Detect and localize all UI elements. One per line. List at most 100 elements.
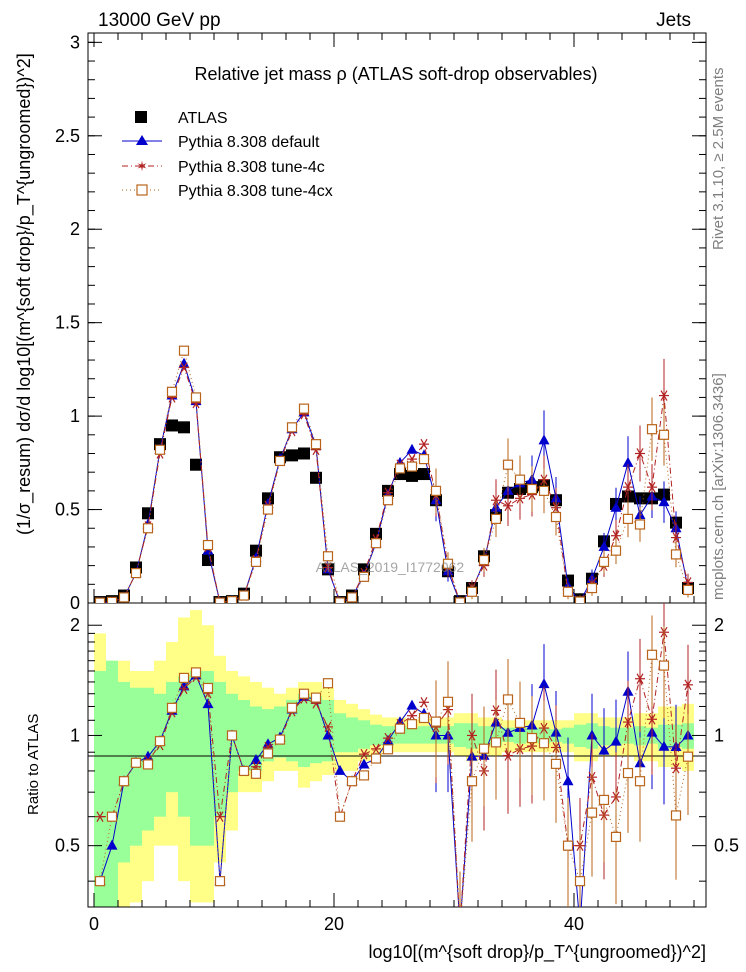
watermark-label: ATLAS_2019_I1772062 <box>316 559 465 575</box>
stat-band-bin <box>250 706 262 771</box>
data-point-pythia-8-308-tune-4c <box>492 494 500 506</box>
ratio-point-pythia-8-308-tune-4cx <box>166 702 178 713</box>
stat-band-bin <box>574 724 586 747</box>
ratio-point-pythia-8-308-tune-4c <box>384 732 392 744</box>
ratio-point-pythia-8-308-tune-4cx <box>538 738 550 749</box>
stat-band-bin <box>562 727 574 744</box>
stat-band-bin <box>166 681 178 793</box>
data-point-atlas <box>286 449 298 462</box>
data-point-pythia-8-308-tune-4cx <box>298 403 310 414</box>
stat-band-bin <box>346 717 358 753</box>
ratio-y-tick-label-right: 2 <box>714 615 724 635</box>
stat-band-bin <box>406 727 418 744</box>
ratio-point-pythia-8-308-tune-4cx <box>250 768 262 779</box>
rivet-version-label: Rivet 3.1.10, ≥ 2.5M events <box>710 68 727 251</box>
stat-band-bin <box>226 693 238 793</box>
ratio-point-pythia-8-308-default <box>322 729 334 740</box>
data-point-pythia-8-308-tune-4c <box>420 438 428 450</box>
data-point-pythia-8-308-tune-4cx <box>454 597 466 603</box>
data-point-pythia-8-308-tune-4c <box>648 481 656 493</box>
ratio-point-pythia-8-308-tune-4cx <box>226 730 238 741</box>
ratio-point-pythia-8-308-tune-4c <box>324 721 332 733</box>
data-point-atlas <box>298 447 310 460</box>
data-point-pythia-8-308-tune-4cx <box>502 459 514 470</box>
data-point-atlas <box>142 507 154 520</box>
ratio-point-pythia-8-308-tune-4cx <box>466 776 478 787</box>
ratio-point-pythia-8-308-default <box>142 750 154 761</box>
stat-band-bin <box>178 676 190 817</box>
ratio-point-pythia-8-308-tune-4cx <box>310 692 322 703</box>
ratio-point-pythia-8-308-default <box>202 698 214 709</box>
ratio-point-pythia-8-308-tune-4cx <box>94 876 106 887</box>
ratio-point-pythia-8-308-tune-4cx <box>190 667 202 678</box>
data-point-pythia-8-308-tune-4cx <box>646 424 658 435</box>
ratio-point-pythia-8-308-tune-4cx <box>298 688 310 699</box>
ratio-point-pythia-8-308-default <box>455 921 466 931</box>
ratio-point-pythia-8-308-tune-4cx <box>322 678 334 689</box>
data-point-pythia-8-308-tune-4c <box>636 448 644 459</box>
data-point-pythia-8-308-tune-4cx <box>250 556 262 567</box>
main-y-tick-label: 3 <box>70 32 80 52</box>
data-point-pythia-8-308-tune-4cx <box>514 474 526 485</box>
data-point-pythia-8-308-tune-4cx <box>382 495 394 506</box>
plot-title: Relative jet mass ρ (ATLAS soft-drop obs… <box>194 64 597 84</box>
ratio-point-pythia-8-308-default <box>562 775 574 786</box>
stat-band-bin <box>454 723 466 747</box>
main-y-tick-label: 0.5 <box>55 500 80 520</box>
legend-label-atlas: ATLAS <box>178 110 228 127</box>
data-point-pythia-8-308-tune-4cx <box>418 453 430 465</box>
ratio-point-pythia-8-308-tune-4cx <box>550 758 562 769</box>
ratio-point-pythia-8-308-tune-4c <box>420 696 428 708</box>
legend-marker-tune4cx <box>136 184 148 196</box>
ratio-point-pythia-8-308-tune-4cx <box>430 716 442 727</box>
ratio-point-pythia-8-308-tune-4cx <box>106 811 118 822</box>
data-point-pythia-8-308-default <box>538 434 550 445</box>
data-point-pythia-8-308-tune-4cx <box>442 558 454 569</box>
data-point-pythia-8-308-tune-4cx <box>526 483 538 495</box>
data-point-pythia-8-308-tune-4cx <box>358 571 370 582</box>
stat-band-bin <box>418 726 430 744</box>
data-point-pythia-8-308-tune-4c <box>624 481 632 493</box>
data-point-pythia-8-308-tune-4cx <box>94 597 106 603</box>
ratio-point-pythia-8-308-tune-4cx <box>262 748 274 759</box>
data-point-pythia-8-308-default <box>178 357 190 368</box>
ratio-point-pythia-8-308-tune-4cx <box>334 811 346 822</box>
main-y-tick-label: 1.5 <box>55 313 80 333</box>
data-point-pythia-8-308-tune-4cx <box>622 513 634 525</box>
ratio-point-pythia-8-308-tune-4cx <box>562 840 574 851</box>
ratio-point-pythia-8-308-tune-4cx <box>598 794 610 806</box>
stat-band-bin <box>238 699 250 771</box>
ratio-point-pythia-8-308-tune-4cx <box>130 757 142 768</box>
data-point-pythia-8-308-tune-4cx <box>682 584 694 596</box>
ratio-point-pythia-8-308-tune-4c <box>457 922 463 932</box>
ratio-point-pythia-8-308-tune-4cx <box>634 776 646 787</box>
ratio-point-pythia-8-308-tune-4c <box>216 811 224 822</box>
legend-label-tune4c: Pythia 8.308 tune-4c <box>178 159 325 176</box>
data-point-pythia-8-308-tune-4cx <box>394 463 406 474</box>
ratio-point-pythia-8-308-tune-4c <box>457 922 463 932</box>
main-y-tick-label: 0 <box>70 593 80 613</box>
ratio-y-tick-label: 0.5 <box>55 836 80 856</box>
ratio-point-pythia-8-308-tune-4cx <box>490 737 502 748</box>
ratio-point-pythia-8-308-tune-4cx <box>202 682 214 694</box>
ratio-point-pythia-8-308-tune-4cx <box>658 660 670 671</box>
ratio-point-pythia-8-308-default <box>334 764 346 775</box>
data-point-pythia-8-308-tune-4cx <box>478 554 490 566</box>
x-axis-label: log10[(m^{soft drop}/p_T^{ungroomed})^2] <box>368 942 706 963</box>
data-point-pythia-8-308-tune-4cx <box>562 586 574 597</box>
energy-label: 13000 GeV pp <box>98 10 221 31</box>
data-point-pythia-8-308-tune-4cx <box>142 523 154 534</box>
ratio-point-pythia-8-308-tune-4cx <box>394 723 406 734</box>
data-point-pythia-8-308-tune-4c <box>504 500 512 512</box>
jets-label: Jets <box>656 10 691 31</box>
stat-band-bin <box>154 693 166 817</box>
data-point-atlas <box>202 554 214 567</box>
data-point-atlas <box>310 471 322 484</box>
ratio-point-pythia-8-308-default <box>610 735 622 746</box>
legend-marker-tune4c: ✶ <box>136 158 148 174</box>
data-point-pythia-8-308-tune-4cx <box>238 590 250 601</box>
data-point-pythia-8-308-tune-4c <box>660 390 668 401</box>
data-point-atlas <box>418 468 430 481</box>
legend-marker-default <box>136 135 148 145</box>
stat-band-bin <box>310 696 322 764</box>
